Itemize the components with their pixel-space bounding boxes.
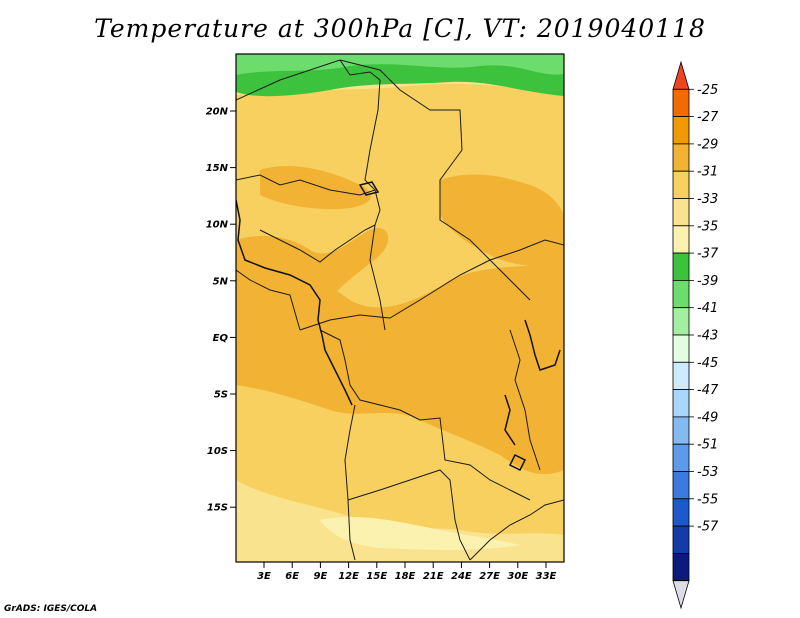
lat-tick-label: 10N — [206, 220, 229, 231]
colorbar-segment — [672, 361, 690, 390]
colorbar-label: -33 — [697, 192, 718, 207]
latitude-axis: 20N 15N 10N 5N EQ 5S 10S 15S — [206, 107, 236, 514]
colorbar-label: -45 — [697, 356, 718, 371]
colorbar-label: -27 — [697, 110, 719, 125]
colorbar-segment — [672, 471, 690, 500]
colorbar-top-arrow — [672, 60, 690, 90]
credit-label: GrADS: IGES/COLA — [4, 604, 98, 614]
lon-tick-label: 21E — [423, 571, 444, 582]
lat-tick-label: 5N — [213, 276, 229, 287]
colorbar-label: -43 — [697, 329, 718, 344]
map-title: Temperature at 300hPa [C], VT: 201904011… — [94, 14, 706, 43]
lat-tick-label: EQ — [213, 333, 229, 344]
colorbar-segment — [672, 334, 690, 363]
colorbar-segment — [672, 307, 690, 336]
lat-tick-label: 5S — [214, 390, 228, 401]
lon-tick-label: 15E — [366, 571, 387, 582]
colorbar-label: -57 — [697, 520, 719, 535]
lon-tick-label: 6E — [285, 571, 299, 582]
colorbar-segment — [672, 443, 690, 472]
shade-south-pale — [320, 517, 520, 550]
longitude-axis: 3E 6E 9E 12E 15E 18E 21E 24E 27E 30E 33E — [257, 562, 557, 582]
colorbar-segment — [672, 88, 690, 118]
colorbar-label: -37 — [697, 247, 719, 262]
colorbar-label: -39 — [697, 274, 718, 289]
colorbar-label: -51 — [697, 438, 718, 453]
shade-east-orange — [440, 174, 564, 266]
colorbar-label: -25 — [697, 83, 718, 98]
lat-tick-label: 15N — [206, 163, 229, 174]
lon-tick-label: 9E — [314, 571, 328, 582]
colorbar-label: -35 — [697, 219, 718, 234]
colorbar-label: -41 — [697, 301, 718, 316]
lon-tick-label: 27E — [479, 571, 500, 582]
lat-tick-label: 15S — [207, 503, 228, 514]
shade-north-green-light — [236, 54, 564, 75]
map-plot-area — [236, 54, 564, 562]
colorbar-segment — [672, 170, 690, 199]
colorbar-segment — [672, 498, 690, 527]
lon-tick-label: 3E — [257, 571, 271, 582]
colorbar-label: -53 — [697, 465, 718, 480]
lon-tick-label: 12E — [338, 571, 359, 582]
colorbar-label: -49 — [697, 410, 718, 425]
colorbar-segment — [672, 553, 690, 582]
country-borders — [236, 59, 564, 561]
lon-tick-label: 30E — [507, 571, 528, 582]
colorbar-segment — [672, 225, 690, 254]
colorbar-segment — [672, 116, 690, 145]
colorbar: -25 -27 -29 -31 -33 -35 -37 -39 -41 -43 -45 -47 -49 -… — [672, 60, 719, 610]
colorbar-segment — [672, 252, 690, 281]
colorbar-label: -29 — [697, 137, 718, 152]
colorbar-segment — [672, 389, 690, 418]
colorbar-label: -55 — [697, 492, 718, 507]
colorbar-label: -31 — [697, 165, 718, 180]
colorbar-segment — [672, 198, 690, 227]
colorbar-segment — [672, 143, 690, 172]
lat-tick-label: 20N — [206, 107, 229, 118]
lon-tick-label: 33E — [536, 571, 557, 582]
shade-north-orange — [260, 165, 371, 210]
map-frame — [235, 53, 565, 563]
lon-tick-label: 24E — [451, 571, 472, 582]
lon-tick-label: 18E — [395, 571, 416, 582]
colorbar-segment — [672, 279, 690, 309]
colorbar-label: -47 — [697, 383, 719, 398]
colorbar-segment — [672, 525, 690, 554]
colorbar-segment — [672, 416, 690, 445]
coastlines — [236, 181, 561, 472]
lat-tick-label: 10S — [207, 446, 228, 457]
colorbar-bottom-arrow — [672, 580, 690, 610]
